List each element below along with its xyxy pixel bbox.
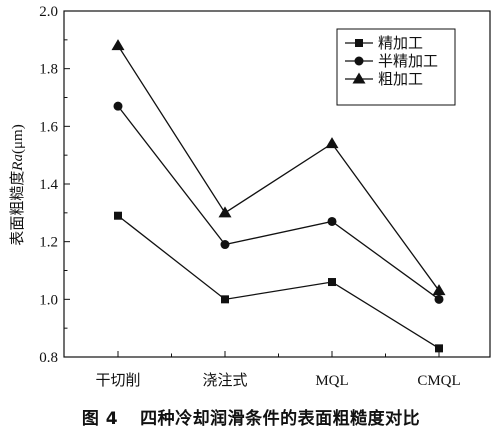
y-tick-label: 1.8	[39, 62, 58, 78]
legend-marker	[354, 56, 364, 66]
legend-label: 半精加工	[378, 52, 438, 70]
data-point	[220, 240, 230, 250]
y-tick-label: 1.0	[39, 292, 58, 308]
data-point	[113, 101, 123, 111]
x-tick-label: MQL	[315, 373, 348, 389]
series-layer	[111, 39, 446, 353]
y-tick-label: 0.8	[39, 350, 58, 366]
series-line	[117, 45, 440, 292]
figure-number: 图 4	[81, 409, 119, 429]
y-tick-label: 1.6	[39, 119, 58, 135]
data-point	[432, 284, 446, 296]
data-point	[111, 39, 125, 51]
x-tick-label: CMQL	[417, 373, 460, 389]
x-tick-label: 浇注式	[202, 371, 247, 389]
x-tick-label: 干切削	[95, 371, 140, 389]
data-point	[325, 137, 339, 149]
data-point	[328, 278, 336, 287]
data-point	[221, 295, 229, 304]
figure-caption: 图 4 四种冷却润滑条件的表面粗糙度对比	[0, 404, 502, 429]
x-axis-ticks: 干切削 浇注式 MQL CMQL	[95, 351, 461, 389]
figure-caption-text: 四种冷却润滑条件的表面粗糙度对比	[140, 409, 421, 429]
y-axis-label: 表面粗糙度Ra(μm)	[8, 124, 26, 245]
series-line	[117, 105, 440, 300]
series-3	[111, 39, 446, 296]
legend-marker	[352, 72, 366, 84]
legend-marker	[355, 39, 363, 47]
data-point	[114, 211, 122, 220]
series-line	[117, 215, 440, 349]
data-point	[218, 206, 232, 218]
data-point	[435, 344, 443, 353]
legend-label: 精加工	[378, 34, 423, 52]
y-tick-label: 1.2	[39, 235, 58, 251]
data-point	[327, 216, 337, 226]
y-axis-ticks: 0.8 1.0 1.2 1.4 1.6 1.8 2.0	[39, 4, 70, 366]
series-2	[113, 101, 444, 304]
y-tick-label: 1.4	[39, 177, 58, 193]
series-1	[114, 211, 443, 353]
legend-label: 粗加工	[378, 70, 423, 88]
y-tick-label: 2.0	[39, 4, 58, 20]
legend-entry: 精加工	[345, 34, 423, 52]
data-point	[434, 294, 444, 304]
legend-entry: 半精加工	[345, 52, 438, 70]
line-chart: 0.8 1.0 1.2 1.4 1.6 1.8 2.0 干切削 浇注式 MQL CMQL 表面粗糙…	[8, 4, 491, 389]
legend-entry: 粗加工	[345, 70, 423, 88]
